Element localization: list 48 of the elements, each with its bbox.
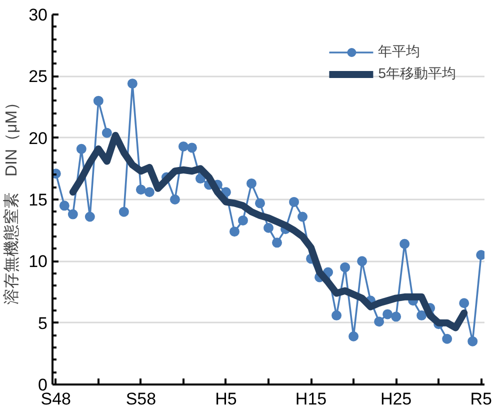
- x-tick-label: H5: [215, 390, 237, 408]
- point: [178, 141, 188, 152]
- y-tick-label: 10: [28, 252, 48, 272]
- point: [468, 336, 478, 346]
- point: [254, 198, 265, 208]
- point: [332, 310, 342, 320]
- y-tick-label: 30: [28, 6, 48, 24]
- y-tick-label: 25: [28, 67, 48, 86]
- point: [93, 96, 104, 106]
- point: [102, 128, 112, 138]
- point: [186, 142, 197, 153]
- point: [127, 78, 138, 89]
- point: [348, 331, 359, 342]
- point: [340, 262, 350, 272]
- point: [374, 316, 384, 327]
- point: [442, 334, 452, 344]
- point: [264, 222, 274, 233]
- point: [357, 256, 368, 266]
- point: [68, 209, 78, 220]
- point: [76, 144, 86, 154]
- point: [391, 312, 402, 322]
- point: [400, 238, 410, 249]
- y-axis-title: 溶存無機態窒素 DIN（μM）: [2, 94, 21, 305]
- point: [238, 215, 248, 226]
- point: [459, 298, 470, 308]
- point: [416, 310, 427, 320]
- point: [118, 206, 129, 217]
- point: [289, 196, 300, 207]
- x-tick-label: R5: [470, 390, 492, 408]
- x-tick-label: S48: [40, 390, 72, 408]
- y-tick-label: 15: [28, 190, 48, 210]
- x-tick-label: S58: [126, 390, 156, 408]
- point: [298, 212, 308, 222]
- point: [272, 238, 282, 248]
- point: [59, 200, 70, 211]
- legend-label: 5年移動平均: [378, 65, 456, 83]
- y-tick-label: 5: [38, 314, 48, 333]
- point: [136, 184, 146, 195]
- x-tick-label: H25: [380, 390, 412, 408]
- point: [382, 309, 393, 320]
- legend-label: 年平均: [378, 43, 420, 61]
- point: [144, 187, 154, 198]
- point: [246, 178, 256, 188]
- point: [229, 226, 240, 237]
- x-tick-label: H15: [295, 390, 327, 408]
- point: [170, 194, 180, 204]
- y-tick-label: 20: [28, 128, 48, 148]
- point: [84, 212, 95, 222]
